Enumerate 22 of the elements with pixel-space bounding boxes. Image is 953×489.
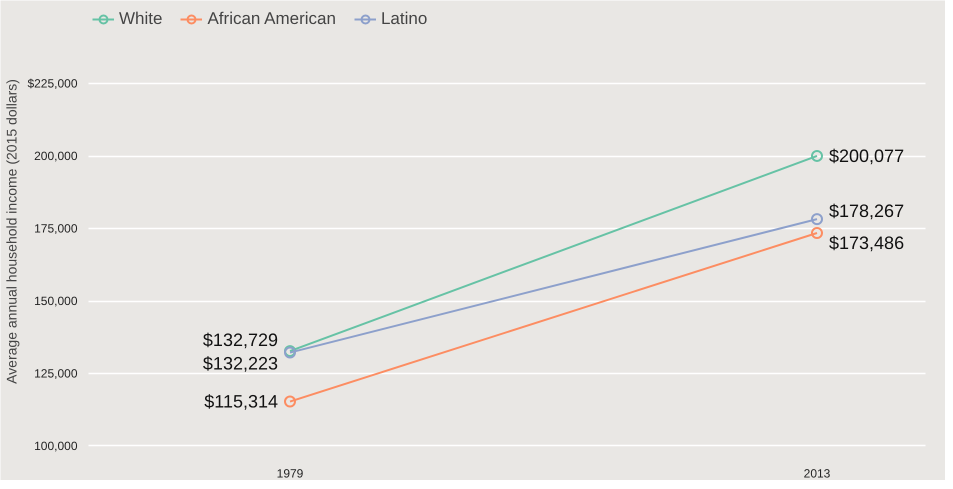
legend-label: White: [119, 9, 162, 29]
point: [811, 150, 823, 162]
data-label: $200,077: [829, 146, 904, 166]
data-label: $173,486: [829, 232, 904, 253]
y-tick-label: 125,000: [34, 366, 78, 380]
point: [811, 227, 823, 239]
y-tick-label: 200,000: [34, 149, 78, 164]
y-tick-label: $225,000: [27, 76, 78, 91]
y-tick-label: 175,000: [34, 222, 78, 236]
x-tick-label: 1979: [276, 466, 304, 480]
data-label: $115,314: [204, 392, 278, 412]
data-label: $132,729: [202, 330, 278, 350]
x-tick-label: 2013: [804, 466, 831, 480]
point: [811, 213, 823, 226]
point: [284, 396, 296, 408]
data-label: $132,223: [202, 354, 278, 374]
legend-label: Latino: [380, 9, 428, 29]
y-tick-label: 150,000: [34, 294, 78, 308]
y-axis-title: Average annual household income (2015 dollars): [3, 79, 20, 384]
y-tick-label: 100,000: [34, 438, 78, 453]
legend-label: African American: [207, 9, 336, 29]
data-label: $178,267: [829, 201, 904, 222]
